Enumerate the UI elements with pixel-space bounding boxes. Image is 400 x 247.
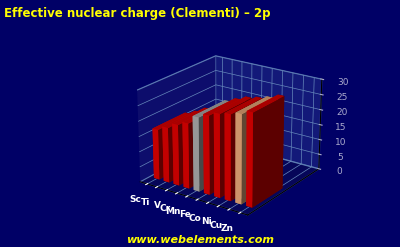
Text: Effective nuclear charge (Clementi) – 2p: Effective nuclear charge (Clementi) – 2p — [4, 7, 270, 21]
Text: www.webelements.com: www.webelements.com — [126, 235, 274, 245]
